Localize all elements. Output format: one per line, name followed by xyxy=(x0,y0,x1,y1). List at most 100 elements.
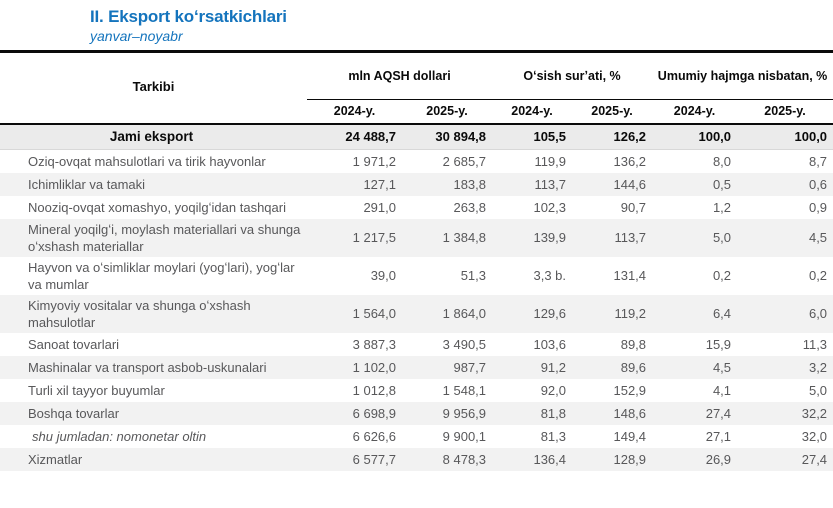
row-value: 6 577,7 xyxy=(352,451,396,467)
table-row: Xizmatlar 6 577,7 8 478,3 136,4 128,9 26,9 27,… xyxy=(0,447,833,471)
row-value: 0,9 xyxy=(808,199,828,215)
row-value: 139,9 xyxy=(533,230,567,246)
row-value: 9 900,1 xyxy=(442,428,487,444)
row-value: 183,8 xyxy=(453,176,487,192)
row-label: Xizmatlar xyxy=(28,451,83,467)
row-value: 144,6 xyxy=(613,176,647,192)
title-block: II. Eksport koʻrsatkichlari yanvar–noyab… xyxy=(0,0,833,46)
row-label: Kimyoviy vositalar va shunga oʻxshash ma… xyxy=(28,297,251,330)
year-header: 2024-y. xyxy=(673,104,716,119)
year-header: 2025-y. xyxy=(591,104,633,119)
table-row: Sanoat tovarlari 3 887,3 3 490,5 103,6 89,8 1… xyxy=(0,333,833,356)
export-table: Tarkibi mln AQSH dollari Oʻsish surʼati,… xyxy=(0,49,833,471)
row-value: 102,3 xyxy=(533,199,567,215)
row-value: 3,2 xyxy=(808,359,828,375)
row-value: 136,4 xyxy=(533,451,567,467)
row-value: 39,0 xyxy=(370,268,396,284)
total-row: Jami eksport 24 488,7 30 894,8 105,5 126… xyxy=(0,123,833,150)
row-value: 0,6 xyxy=(808,176,828,192)
row-value: 987,7 xyxy=(453,359,487,375)
row-label: Boshqa tovarlar xyxy=(28,405,120,421)
table-row: Hayvon va oʻsimliklar moylari (yogʻlari)… xyxy=(0,257,833,295)
row-value: 90,7 xyxy=(620,199,647,215)
total-row-value: 126,2 xyxy=(613,129,647,145)
row-value: 6 698,9 xyxy=(352,405,396,421)
row-value: 15,9 xyxy=(705,336,732,352)
row-value: 0,5 xyxy=(712,176,732,192)
row-value: 4,5 xyxy=(808,230,828,246)
table-row: Oziq-ovqat mahsulotlari va tirik hayvonl… xyxy=(0,149,833,173)
row-value: 131,4 xyxy=(613,268,647,284)
row-value: 129,6 xyxy=(533,306,567,322)
table-row: Kimyoviy vositalar va shunga oʻxshash ma… xyxy=(0,294,833,333)
row-label: Mashinalar va transport asbob-uskunalari xyxy=(28,359,267,375)
table-row: Turli xil tayyor buyumlar 1 012,8 1 548,1 9… xyxy=(0,379,833,402)
table-body: Jami eksport 24 488,7 30 894,8 105,5 126… xyxy=(0,123,833,471)
row-value: 4,5 xyxy=(712,359,732,375)
total-row-value: 100,0 xyxy=(794,129,828,145)
page-subtitle: yanvar–noyabr xyxy=(90,28,183,45)
row-value: 1 102,0 xyxy=(352,359,396,375)
row-value: 3 887,3 xyxy=(352,336,396,352)
total-row-value: 24 488,7 xyxy=(345,129,396,145)
row-value: 0,2 xyxy=(808,268,828,284)
row-value: 32,2 xyxy=(801,405,828,421)
table-row: shu jumladan: nomonetar oltin 6 626,6 9 90… xyxy=(0,425,833,448)
row-value: 32,0 xyxy=(801,428,828,444)
group-header-growth-rate: Oʻsish surʼati, % xyxy=(492,51,653,100)
row-value: 27,4 xyxy=(801,451,828,467)
row-value: 1 971,2 xyxy=(352,153,396,169)
row-value: 9 956,9 xyxy=(442,405,487,421)
total-row-value: 105,5 xyxy=(533,129,567,145)
row-value: 5,0 xyxy=(808,382,828,398)
row-value: 8,0 xyxy=(712,153,732,169)
table-row: Mineral yoqilgʻi, moylash materiallari v… xyxy=(0,218,833,257)
row-label: shu jumladan: nomonetar oltin xyxy=(32,428,207,444)
row-value: 26,9 xyxy=(705,451,732,467)
row-label: Ichimliklar va tamaki xyxy=(28,176,146,192)
row-value: 1 217,5 xyxy=(352,230,396,246)
total-row-label: Jami eksport xyxy=(109,129,194,145)
row-value: 113,7 xyxy=(614,230,647,246)
row-value: 8 478,3 xyxy=(442,451,487,467)
row-label: Sanoat tovarlari xyxy=(28,336,120,352)
total-row-value: 30 894,8 xyxy=(435,129,487,145)
row-value: 11,3 xyxy=(802,336,828,352)
row-value: 136,2 xyxy=(613,153,647,169)
row-value: 2 685,7 xyxy=(442,153,487,169)
row-label: Nooziq-ovqat xomashyo, yoqilgʻidan tashq… xyxy=(28,199,286,215)
row-value: 51,3 xyxy=(460,268,487,284)
row-label: Oziq-ovqat mahsulotlari va tirik hayvonl… xyxy=(28,153,266,169)
year-header: 2025-y. xyxy=(426,104,468,119)
row-value: 3,3 b. xyxy=(533,268,567,284)
row-value: 128,9 xyxy=(613,451,647,467)
row-value: 92,0 xyxy=(540,382,567,398)
row-value: 81,8 xyxy=(540,405,567,421)
row-value: 263,8 xyxy=(453,199,487,215)
row-value: 291,0 xyxy=(363,199,396,215)
row-value: 1 384,8 xyxy=(442,230,487,246)
row-value: 91,2 xyxy=(540,359,567,375)
year-header: 2025-y. xyxy=(764,104,806,119)
row-value: 4,1 xyxy=(712,382,732,398)
row-value: 152,9 xyxy=(613,382,647,398)
page-title: II. Eksport koʻrsatkichlari xyxy=(90,7,287,26)
row-value: 148,6 xyxy=(613,405,647,421)
row-value: 103,6 xyxy=(533,336,567,352)
row-value: 6,4 xyxy=(712,306,732,322)
row-value: 6,0 xyxy=(808,306,828,322)
row-value: 1 864,0 xyxy=(442,306,487,322)
row-value: 149,4 xyxy=(613,428,647,444)
total-row-value: 100,0 xyxy=(698,129,732,145)
group-header-mln-usd: mln AQSH dollari xyxy=(307,51,493,100)
row-label: Hayvon va oʻsimliklar moylari (yogʻlari)… xyxy=(28,259,295,292)
row-value: 3 490,5 xyxy=(442,336,487,352)
group-header-share-of-total: Umumiy hajmga nisbatan, % xyxy=(652,51,833,100)
row-value: 8,7 xyxy=(808,153,828,169)
row-value: 81,3 xyxy=(540,428,567,444)
row-value: 89,6 xyxy=(620,359,647,375)
table-row: Boshqa tovarlar 6 698,9 9 956,9 81,8 148,6 27… xyxy=(0,401,833,425)
row-value: 127,1 xyxy=(363,176,396,192)
row-value: 0,2 xyxy=(712,268,732,284)
